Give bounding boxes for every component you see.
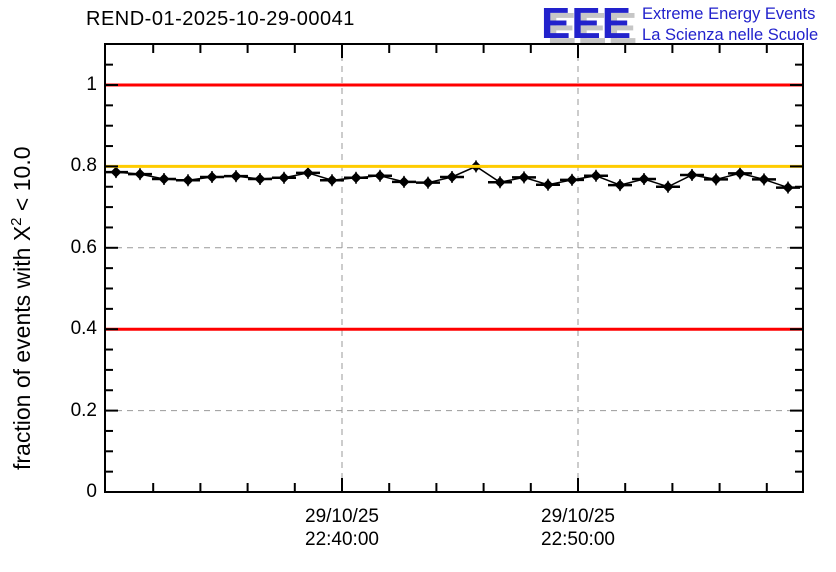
y-tick-label: 0.8 bbox=[71, 155, 97, 176]
data-point-marker bbox=[638, 173, 650, 185]
x-tick-label-date: 29/10/25 bbox=[541, 506, 615, 527]
data-point-marker bbox=[278, 172, 290, 184]
y-tick-label: 1 bbox=[86, 74, 97, 95]
eee-logo-text: Extreme Energy Events La Scienza nelle S… bbox=[642, 4, 818, 46]
eee-logo-line2: La Scienza nelle Scuole bbox=[642, 26, 819, 44]
data-point-marker bbox=[182, 174, 194, 186]
data-point-marker bbox=[302, 167, 314, 179]
data-point-marker bbox=[374, 170, 386, 182]
threshold-lines bbox=[105, 83, 803, 331]
data-point-marker bbox=[350, 172, 362, 184]
data-point-marker bbox=[710, 173, 722, 185]
data-point-marker bbox=[590, 170, 602, 182]
data-point-marker bbox=[206, 171, 218, 183]
data-point-marker bbox=[254, 173, 266, 185]
data-point-marker bbox=[686, 169, 698, 181]
plot-title: REND-01-2025-10-29-00041 bbox=[86, 8, 355, 30]
eee-logo: EEE Extreme Energy Events La Scienza nel… bbox=[541, 2, 818, 46]
gridlines bbox=[105, 44, 803, 492]
data-series bbox=[105, 160, 800, 194]
x-tick-label-time: 22:50:00 bbox=[541, 529, 615, 550]
data-point-marker bbox=[158, 173, 170, 185]
y-tick-label: 0 bbox=[86, 481, 97, 502]
data-point-marker bbox=[134, 168, 146, 180]
eee-logo-acronym: EEE bbox=[541, 0, 633, 48]
data-point-marker bbox=[494, 176, 506, 188]
y-axis-tick-labels: 0 0.2 0.4 0.6 0.8 1 bbox=[71, 74, 98, 502]
data-point-marker bbox=[542, 179, 554, 191]
x-tick-label-time: 22:40:00 bbox=[305, 529, 379, 550]
data-point-marker bbox=[782, 182, 794, 194]
data-point-marker bbox=[662, 181, 674, 193]
eee-logo-line1: Extreme Energy Events bbox=[642, 5, 816, 23]
data-point-marker bbox=[326, 174, 338, 186]
data-point-marker bbox=[758, 173, 770, 185]
data-point-marker bbox=[422, 177, 434, 189]
axis-ticks bbox=[105, 44, 803, 493]
data-point-marker bbox=[230, 170, 242, 182]
data-point-marker bbox=[110, 166, 122, 178]
data-point-marker bbox=[446, 171, 458, 183]
data-point-marker bbox=[398, 176, 410, 188]
x-axis-tick-labels: 29/10/25 22:40:00 29/10/25 22:50:00 bbox=[305, 506, 615, 550]
y-axis-title: fraction of events with X2 < 10.0 bbox=[8, 146, 35, 470]
y-tick-label: 0.4 bbox=[71, 318, 98, 339]
x-tick-label-date: 29/10/25 bbox=[305, 506, 379, 527]
data-point-marker bbox=[518, 171, 530, 183]
data-point-marker bbox=[566, 174, 578, 186]
plot-frame bbox=[104, 43, 804, 493]
data-point-marker bbox=[614, 179, 626, 191]
y-tick-label: 0.2 bbox=[71, 400, 97, 421]
data-point-marker bbox=[734, 167, 746, 179]
y-tick-label: 0.6 bbox=[71, 237, 97, 258]
